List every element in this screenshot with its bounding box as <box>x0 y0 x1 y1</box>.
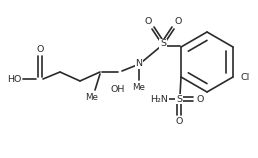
Text: O: O <box>175 118 183 127</box>
Text: Cl: Cl <box>241 73 250 82</box>
Text: OH: OH <box>111 85 125 94</box>
Text: O: O <box>36 46 44 55</box>
Text: Me: Me <box>133 83 146 92</box>
Text: N: N <box>135 60 142 69</box>
Text: O: O <box>196 94 204 103</box>
Text: HO: HO <box>7 75 21 83</box>
Text: O: O <box>174 16 182 25</box>
Text: O: O <box>144 16 152 25</box>
Text: Me: Me <box>86 94 99 103</box>
Text: S: S <box>176 94 182 103</box>
Text: S: S <box>160 40 166 49</box>
Text: H₂N: H₂N <box>150 94 168 103</box>
